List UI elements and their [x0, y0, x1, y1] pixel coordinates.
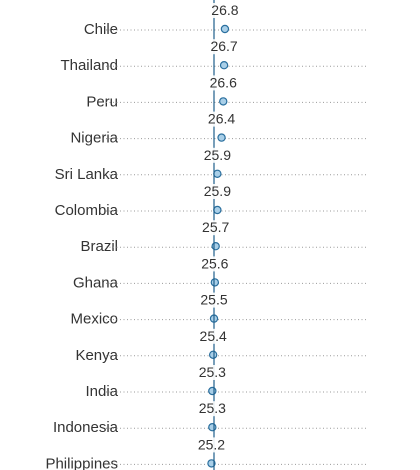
chart-row: Sri Lanka — [55, 166, 366, 183]
value-label-group: 25.7 — [199, 219, 232, 236]
value-label-group: 25.3 — [196, 364, 229, 380]
value-label-background — [197, 328, 230, 344]
value-label-background — [205, 111, 238, 127]
data-point — [210, 278, 220, 287]
category-label: Colombia — [55, 202, 119, 219]
chart-row: Brazil — [80, 238, 366, 255]
value-label-background — [201, 184, 234, 199]
chart-row: Colombia — [55, 202, 366, 219]
category-label: Chile — [84, 21, 118, 38]
value-label-group: 25.2 — [195, 436, 228, 453]
chart-row: Indonesia — [53, 419, 366, 436]
chart-row: Ghana — [73, 274, 366, 291]
value-label-background — [195, 437, 228, 453]
value-label-background — [208, 39, 241, 55]
data-point — [213, 169, 222, 178]
chart-row: Thailand — [60, 57, 366, 74]
chart-row: Nigeria — [70, 130, 366, 147]
value-label-group: 25.3 — [196, 400, 229, 417]
category-label: Ghana — [73, 274, 119, 291]
value-label-background — [196, 401, 229, 417]
chart-row: Chile — [84, 21, 366, 38]
value-label-group: 26.7 — [208, 38, 241, 55]
data-point — [213, 205, 222, 215]
category-label: India — [85, 383, 118, 400]
value-label: 25.9 — [204, 147, 231, 163]
value-label: 25.3 — [199, 400, 226, 416]
category-label: Philippines — [45, 455, 118, 470]
chart-row: Peru — [86, 93, 366, 110]
chart-row: Kenya — [75, 347, 366, 364]
value-label: 25.7 — [202, 219, 229, 235]
value-label-background — [198, 292, 230, 308]
value-label: 25.9 — [204, 183, 231, 199]
value-label: 25.2 — [198, 436, 225, 452]
data-point — [220, 24, 230, 34]
value-label-background — [199, 220, 232, 236]
value-label: 26.4 — [208, 111, 235, 127]
value-label-group: 26.8 — [208, 2, 241, 18]
chart-row: Mexico — [70, 311, 366, 328]
value-label-background — [207, 75, 240, 91]
value-label-background — [201, 147, 234, 163]
value-label: 25.6 — [201, 255, 228, 271]
value-label: 26.7 — [210, 38, 237, 54]
value-label: 26.8 — [211, 2, 238, 18]
data-point — [211, 241, 220, 251]
value-label-group: 25.6 — [198, 255, 231, 272]
value-label-group: 26.4 — [205, 111, 238, 127]
category-label: Sri Lanka — [55, 166, 119, 183]
category-label: Indonesia — [53, 419, 119, 436]
category-label: Thailand — [60, 57, 118, 74]
data-point — [207, 459, 216, 468]
category-label: Peru — [86, 93, 118, 110]
value-label: 25.4 — [200, 328, 227, 344]
data-point — [219, 60, 229, 70]
category-label: Brazil — [80, 238, 118, 255]
value-label-background — [198, 256, 231, 272]
value-label-group: 25.9 — [201, 183, 234, 199]
data-point — [208, 350, 218, 359]
value-label-background — [208, 3, 241, 18]
data-point — [219, 97, 228, 106]
value-labels: 26.8 26.7 26.6 26.4 25.9 25.9 25.7 25.6 25.5 25.4… — [195, 2, 241, 453]
chart-row: Philippines — [45, 455, 366, 470]
data-point — [217, 133, 226, 142]
category-label: Nigeria — [70, 130, 118, 147]
value-label-group: 25.5 — [198, 292, 230, 308]
value-label: 25.3 — [199, 364, 226, 380]
data-point — [208, 386, 217, 396]
value-label: 25.5 — [200, 292, 227, 308]
data-point — [208, 423, 217, 432]
chart-rows: Chile Thailand Peru Nigeria Sri Lanka Colombi… — [45, 21, 366, 470]
chart-row: India — [85, 383, 366, 400]
value-label-background — [196, 365, 229, 380]
value-label-group: 25.9 — [201, 147, 234, 163]
value-label: 26.6 — [210, 74, 237, 90]
value-label-group: 25.4 — [197, 328, 230, 344]
category-label: Mexico — [70, 311, 118, 328]
category-label: Kenya — [75, 347, 118, 364]
value-label-group: 26.6 — [207, 74, 240, 91]
